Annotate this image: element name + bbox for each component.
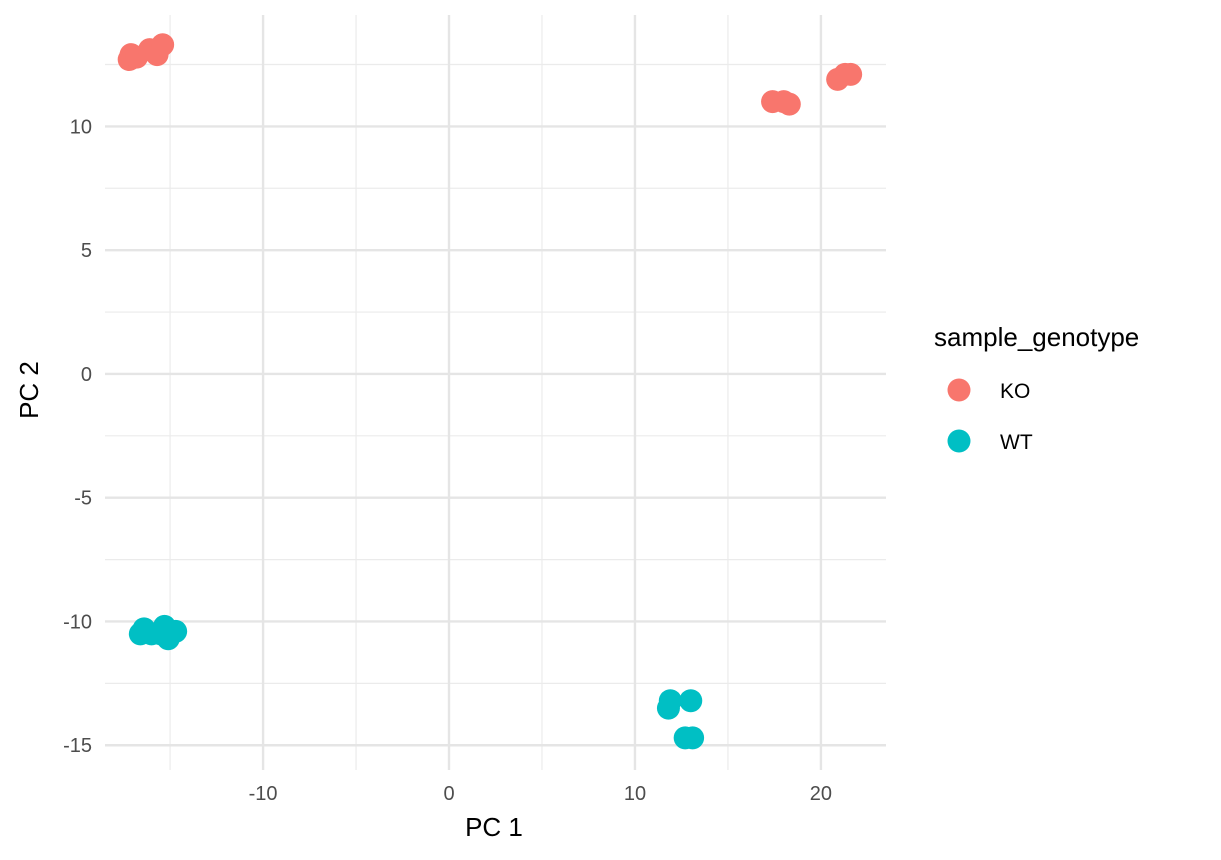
data-point-ko	[777, 92, 801, 116]
y-axis-title: PC 2	[14, 361, 44, 419]
x-axis-tick-labels: -10 0 10 20	[249, 783, 832, 805]
y-axis-tick-labels: -15 -10 -5 0 5 10	[63, 116, 92, 757]
data-point-wt	[681, 726, 705, 750]
data-points	[117, 33, 863, 750]
x-tick-label: 20	[810, 783, 832, 805]
y-tick-label: 5	[81, 240, 92, 262]
y-tick-label: 0	[81, 364, 92, 386]
y-tick-label: -15	[63, 735, 92, 757]
legend-key-wt	[947, 429, 971, 453]
data-point-ko	[839, 62, 863, 86]
legend-label-ko: KO	[1000, 380, 1030, 403]
major-gridlines	[105, 15, 886, 770]
legend-key-ko	[947, 378, 971, 402]
legend: sample_genotype KO WT	[934, 322, 1139, 454]
x-tick-label: 0	[443, 783, 454, 805]
data-point-wt	[164, 619, 188, 643]
x-tick-label: 10	[624, 783, 646, 805]
data-point-wt	[679, 689, 703, 713]
x-axis-title: PC 1	[465, 812, 523, 842]
x-tick-label: -10	[249, 783, 278, 805]
data-point-ko	[151, 33, 175, 57]
legend-title: sample_genotype	[934, 322, 1139, 352]
y-tick-label: -10	[63, 611, 92, 633]
minor-gridlines	[105, 15, 886, 770]
y-tick-label: -5	[74, 488, 92, 510]
legend-label-wt: WT	[1000, 431, 1033, 454]
y-tick-label: 10	[70, 116, 92, 138]
data-point-wt	[658, 689, 682, 713]
